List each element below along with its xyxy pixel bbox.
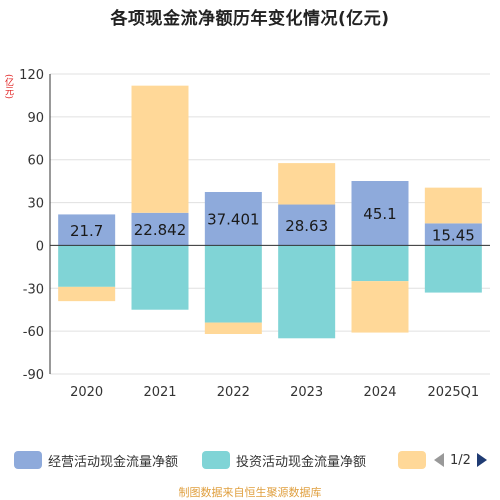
- x-tick-label: 2020: [70, 385, 103, 400]
- x-tick-label: 2022: [217, 385, 250, 400]
- prev-page-icon[interactable]: [434, 453, 444, 467]
- bar-investing-2022: [204, 245, 262, 323]
- legend-item-investing[interactable]: 投资活动现金流量净额: [202, 450, 366, 470]
- legend-page-indicator: 1/2: [450, 452, 471, 468]
- y-tick-label: 0: [36, 239, 44, 254]
- y-tick-label: 60: [27, 154, 44, 169]
- y-axis-unit: (亿元): [3, 74, 13, 100]
- x-tick-label: 2024: [363, 385, 396, 400]
- chart-svg: -90 -60 -30 0 30 60 90 120 21.7 2020 22.842 2021 37.…: [19, 68, 490, 400]
- legend-item-financing[interactable]: [398, 450, 432, 470]
- x-tick-label: 2021: [143, 385, 176, 400]
- legend-swatch-investing: [202, 451, 230, 469]
- bar-operating-2020: [58, 214, 116, 246]
- x-tick-label: 2023: [290, 385, 323, 400]
- legend-pager: 1/2: [434, 450, 487, 470]
- data-label-operating: 28.63: [285, 217, 328, 235]
- legend-swatch-financing: [398, 451, 426, 469]
- y-tick-label: 120: [19, 68, 44, 83]
- bar-operating-2023: [278, 204, 336, 246]
- bar-operating-2022: [204, 191, 262, 246]
- bar-other-2022: [204, 322, 262, 334]
- y-tick-label: -60: [23, 325, 44, 340]
- data-label-operating: 21.7: [70, 222, 103, 240]
- chart-title: 各项现金流净额历年变化情况(亿元): [110, 9, 390, 29]
- legend-label-operating: 经营活动现金流量净额: [48, 454, 179, 470]
- bar-other-2023: [278, 163, 336, 205]
- y-tick-label: -90: [23, 368, 44, 383]
- bar-investing-2021: [131, 245, 189, 310]
- data-label-operating: 37.401: [207, 211, 260, 229]
- bar-investing-2020: [58, 245, 116, 287]
- legend-item-operating[interactable]: 经营活动现金流量净额: [14, 450, 178, 470]
- legend-label-investing: 投资活动现金流量净额: [236, 454, 367, 470]
- next-page-icon[interactable]: [476, 453, 487, 467]
- data-label-operating: 22.842: [134, 221, 187, 239]
- bar-investing-2024: [351, 245, 409, 282]
- bar-other-2025Q1: [424, 187, 482, 224]
- legend-swatch-operating: [14, 451, 42, 469]
- data-label-operating: 45.1: [363, 205, 396, 223]
- bar-other-2024: [351, 281, 409, 333]
- source-note: 制图数据来自恒生聚源数据库: [178, 486, 322, 499]
- bar-investing-2023: [278, 245, 336, 339]
- bar-other-2021: [131, 85, 189, 213]
- bar-investing-2025Q1: [424, 245, 482, 293]
- bar-other-2020: [58, 286, 116, 302]
- bar-operating-2021: [131, 212, 189, 246]
- bar-operating-2024: [351, 181, 409, 246]
- data-label-operating: 15.45: [432, 226, 475, 244]
- x-tick-label: 2025Q1: [428, 385, 480, 400]
- y-tick-label: -30: [23, 282, 44, 297]
- y-tick-label: 30: [27, 197, 44, 212]
- legend: 经营活动现金流量净额 投资活动现金流量净额 1/2: [0, 446, 500, 474]
- y-tick-label: 90: [27, 111, 44, 126]
- bar-operating-2025Q1: [424, 223, 482, 246]
